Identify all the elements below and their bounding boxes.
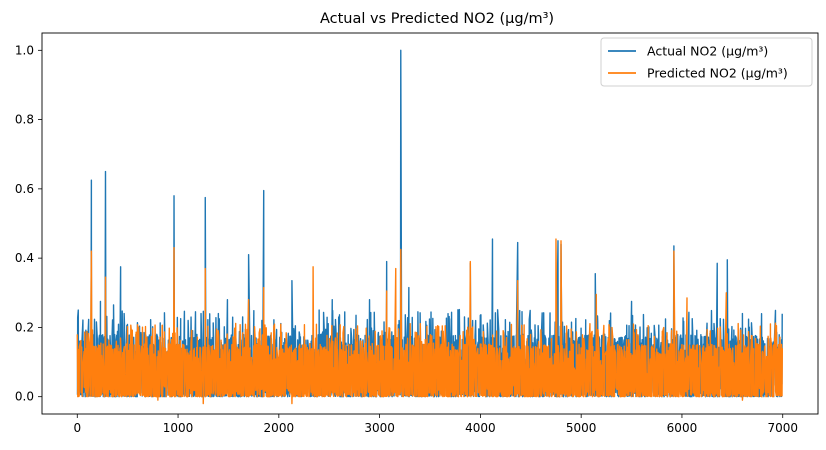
y-tick-label: 0.2 — [15, 320, 34, 334]
legend-label-predicted: Predicted NO2 (µg/m³) — [647, 66, 788, 81]
x-tick-label: 7000 — [767, 421, 798, 435]
x-tick-label: 1000 — [163, 421, 194, 435]
x-tick-label: 2000 — [264, 421, 295, 435]
series-predicted-line — [76, 238, 784, 405]
y-tick-label: 1.0 — [15, 43, 34, 57]
x-tick-label: 6000 — [667, 421, 698, 435]
series-predicted-line-group — [76, 238, 784, 405]
x-tick-label: 4000 — [465, 421, 496, 435]
chart-title: Actual vs Predicted NO2 (µg/m³) — [320, 11, 554, 27]
y-tick-label: 0.4 — [15, 251, 34, 265]
plot-area — [76, 49, 784, 405]
legend: Actual NO2 (µg/m³) Predicted NO2 (µg/m³) — [600, 37, 813, 87]
x-tick-label: 3000 — [364, 421, 395, 435]
x-tick-label: 0 — [73, 421, 81, 435]
y-tick-label: 0.8 — [15, 113, 34, 127]
legend-box — [600, 37, 813, 87]
y-tick-label: 0.0 — [15, 390, 34, 404]
x-tick-label: 5000 — [566, 421, 597, 435]
x-axis: 0 1000 2000 3000 4000 5000 6000 7000 — [73, 414, 798, 435]
y-tick-label: 0.6 — [15, 182, 34, 196]
y-axis: 0.0 0.2 0.4 0.6 0.8 1.0 — [15, 43, 42, 404]
plot-frame — [41, 32, 819, 415]
legend-label-actual: Actual NO2 (µg/m³) — [647, 44, 768, 59]
